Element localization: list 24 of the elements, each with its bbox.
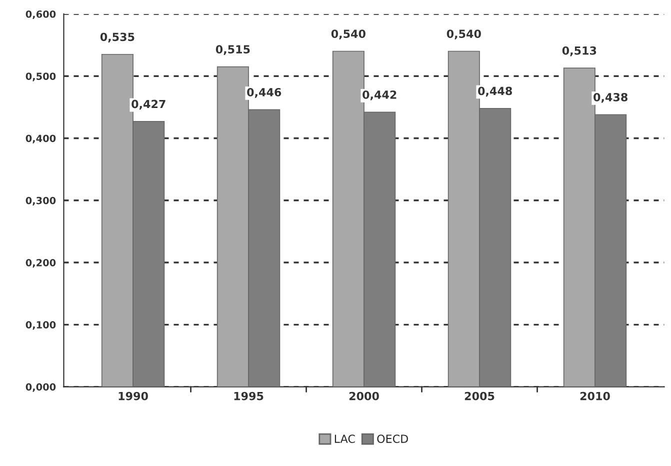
data-label: 0,540 [331,30,366,40]
x-tick-label: 1990 [118,392,148,400]
x-tick-label: 2005 [464,392,494,400]
legend-label: OECD [377,434,408,443]
data-label: 0,448 [478,86,512,97]
y-tick-label: 0,200 [26,258,56,268]
data-label: 0,515 [216,45,250,55]
data-label: 0,427 [132,100,166,110]
data-label: 0,438 [594,92,628,103]
x-tick-label: 2010 [580,392,610,400]
x-tick-label: 1995 [234,392,264,400]
y-tick-label: 0,600 [26,10,56,20]
data-label: 0,442 [362,90,396,100]
data-label: 0,540 [446,30,481,40]
x-tick-label: 2000 [349,392,379,400]
data-label: 0,446 [247,88,282,98]
y-tick-label: 0,400 [26,134,56,144]
y-tick-label: 0,300 [26,196,56,206]
data-label: 0,535 [100,32,134,43]
legend-label: LAC [334,434,355,443]
data-label: 0,513 [562,46,596,56]
y-tick-label: 0,500 [26,72,56,82]
y-tick-label: 0,100 [26,321,56,330]
y-tick-label: 0,000 [26,383,56,392]
